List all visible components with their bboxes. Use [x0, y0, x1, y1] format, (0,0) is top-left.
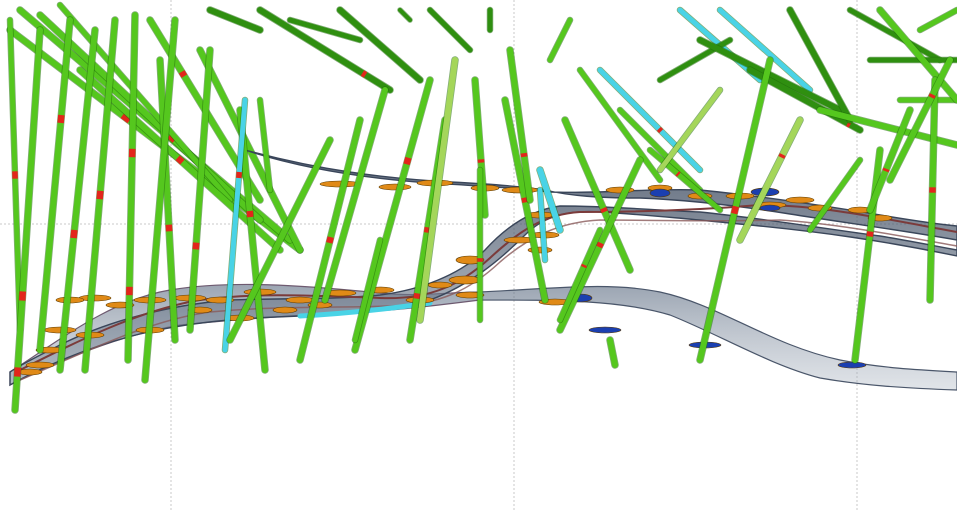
drillhole[interactable] — [256, 96, 274, 194]
drillhole[interactable] — [851, 146, 884, 364]
drillhole[interactable] — [696, 56, 774, 364]
drillhole[interactable] — [321, 86, 389, 304]
drillhole[interactable] — [806, 156, 864, 234]
drillhole[interactable] — [886, 56, 954, 184]
drillhole[interactable] — [926, 76, 939, 304]
assay-interval — [246, 210, 254, 218]
drillhole[interactable] — [506, 46, 534, 204]
assay-interval — [928, 93, 936, 99]
drillhole[interactable] — [81, 16, 119, 374]
assay-interval — [882, 167, 890, 173]
drillhole[interactable] — [256, 6, 394, 94]
intercept-disc — [43, 326, 77, 334]
drillhole[interactable] — [36, 16, 74, 354]
drillhole[interactable] — [397, 7, 413, 23]
assay-interval — [596, 241, 604, 249]
ore-surface-lower — [479, 285, 957, 391]
drillhole[interactable] — [876, 6, 957, 104]
assay-interval — [866, 231, 874, 237]
drillhole[interactable] — [846, 6, 944, 64]
assay-interval — [326, 236, 334, 244]
drillhole[interactable] — [206, 6, 264, 34]
assay-interval — [96, 190, 104, 200]
assay-interval — [403, 156, 412, 166]
intercept-disc — [588, 326, 622, 334]
assay-interval — [13, 367, 22, 377]
drillhole[interactable] — [351, 76, 434, 354]
drillhole[interactable] — [556, 226, 604, 324]
assay-interval — [423, 226, 432, 234]
intercept-disc — [272, 306, 298, 314]
drillhole[interactable] — [646, 146, 724, 214]
assay-interval — [778, 153, 786, 159]
assay-interval — [360, 70, 368, 78]
drillhole[interactable] — [236, 106, 269, 374]
intercept-disc — [25, 361, 55, 369]
drillhole[interactable] — [141, 16, 179, 384]
drillhole[interactable] — [226, 136, 334, 344]
drillhole[interactable] — [11, 26, 44, 414]
assay-interval — [18, 291, 27, 301]
drillhole[interactable] — [6, 16, 24, 334]
intercept-disc — [837, 361, 867, 369]
drillhole[interactable] — [536, 186, 549, 264]
drillhole[interactable] — [156, 56, 179, 344]
drillhole[interactable] — [186, 46, 214, 334]
assay-interval — [581, 263, 587, 269]
assay-interval — [70, 229, 78, 239]
drillhole[interactable] — [716, 6, 814, 94]
intercept-disc — [785, 196, 815, 204]
drillhole[interactable] — [536, 166, 564, 234]
drillhole[interactable] — [546, 16, 574, 64]
drillhole[interactable] — [471, 76, 489, 219]
drillhole[interactable] — [561, 116, 634, 274]
assay-interval — [730, 205, 740, 215]
intercept-disc — [17, 368, 43, 376]
drillhole[interactable] — [36, 11, 264, 224]
intercept-disc — [285, 296, 315, 304]
intercept-disc — [649, 188, 671, 198]
drillhole[interactable] — [616, 106, 704, 194]
assay-interval — [175, 155, 185, 165]
drillhole[interactable] — [296, 116, 364, 364]
drillhole[interactable] — [76, 66, 284, 254]
drillhole[interactable] — [606, 336, 619, 369]
assay-interval — [656, 126, 664, 134]
drillhole[interactable] — [556, 156, 644, 334]
drillhole[interactable] — [866, 106, 914, 214]
intercept-disc — [378, 183, 412, 191]
assay-interval — [600, 206, 608, 214]
assay-interval — [521, 196, 529, 204]
drillhole[interactable] — [736, 116, 804, 244]
assay-interval — [846, 120, 852, 128]
intercept-disc — [448, 275, 482, 285]
drillhole[interactable] — [576, 66, 664, 184]
drillhole[interactable] — [916, 6, 957, 34]
drillhole[interactable] — [124, 11, 139, 364]
assay-interval — [57, 114, 65, 124]
drillhole[interactable] — [286, 16, 364, 44]
drillhole[interactable] — [351, 236, 384, 344]
assay-interval — [120, 112, 132, 124]
drillhole[interactable] — [786, 6, 854, 124]
drillhole[interactable] — [426, 6, 474, 54]
drillhole[interactable] — [596, 66, 704, 174]
intercept-disc — [427, 281, 453, 289]
drillhole[interactable] — [56, 26, 99, 374]
drillhole[interactable] — [501, 96, 549, 304]
drillhole[interactable] — [416, 56, 459, 324]
assay-interval — [675, 171, 681, 177]
assay-interval — [413, 292, 421, 300]
drillhole[interactable] — [656, 86, 724, 174]
drillhole[interactable] — [221, 96, 249, 354]
drillhole[interactable] — [196, 46, 304, 254]
assay-interval — [178, 70, 188, 78]
intercept-disc — [759, 204, 781, 212]
drillholes-front — [6, 11, 954, 414]
drillhole[interactable] — [336, 6, 424, 84]
